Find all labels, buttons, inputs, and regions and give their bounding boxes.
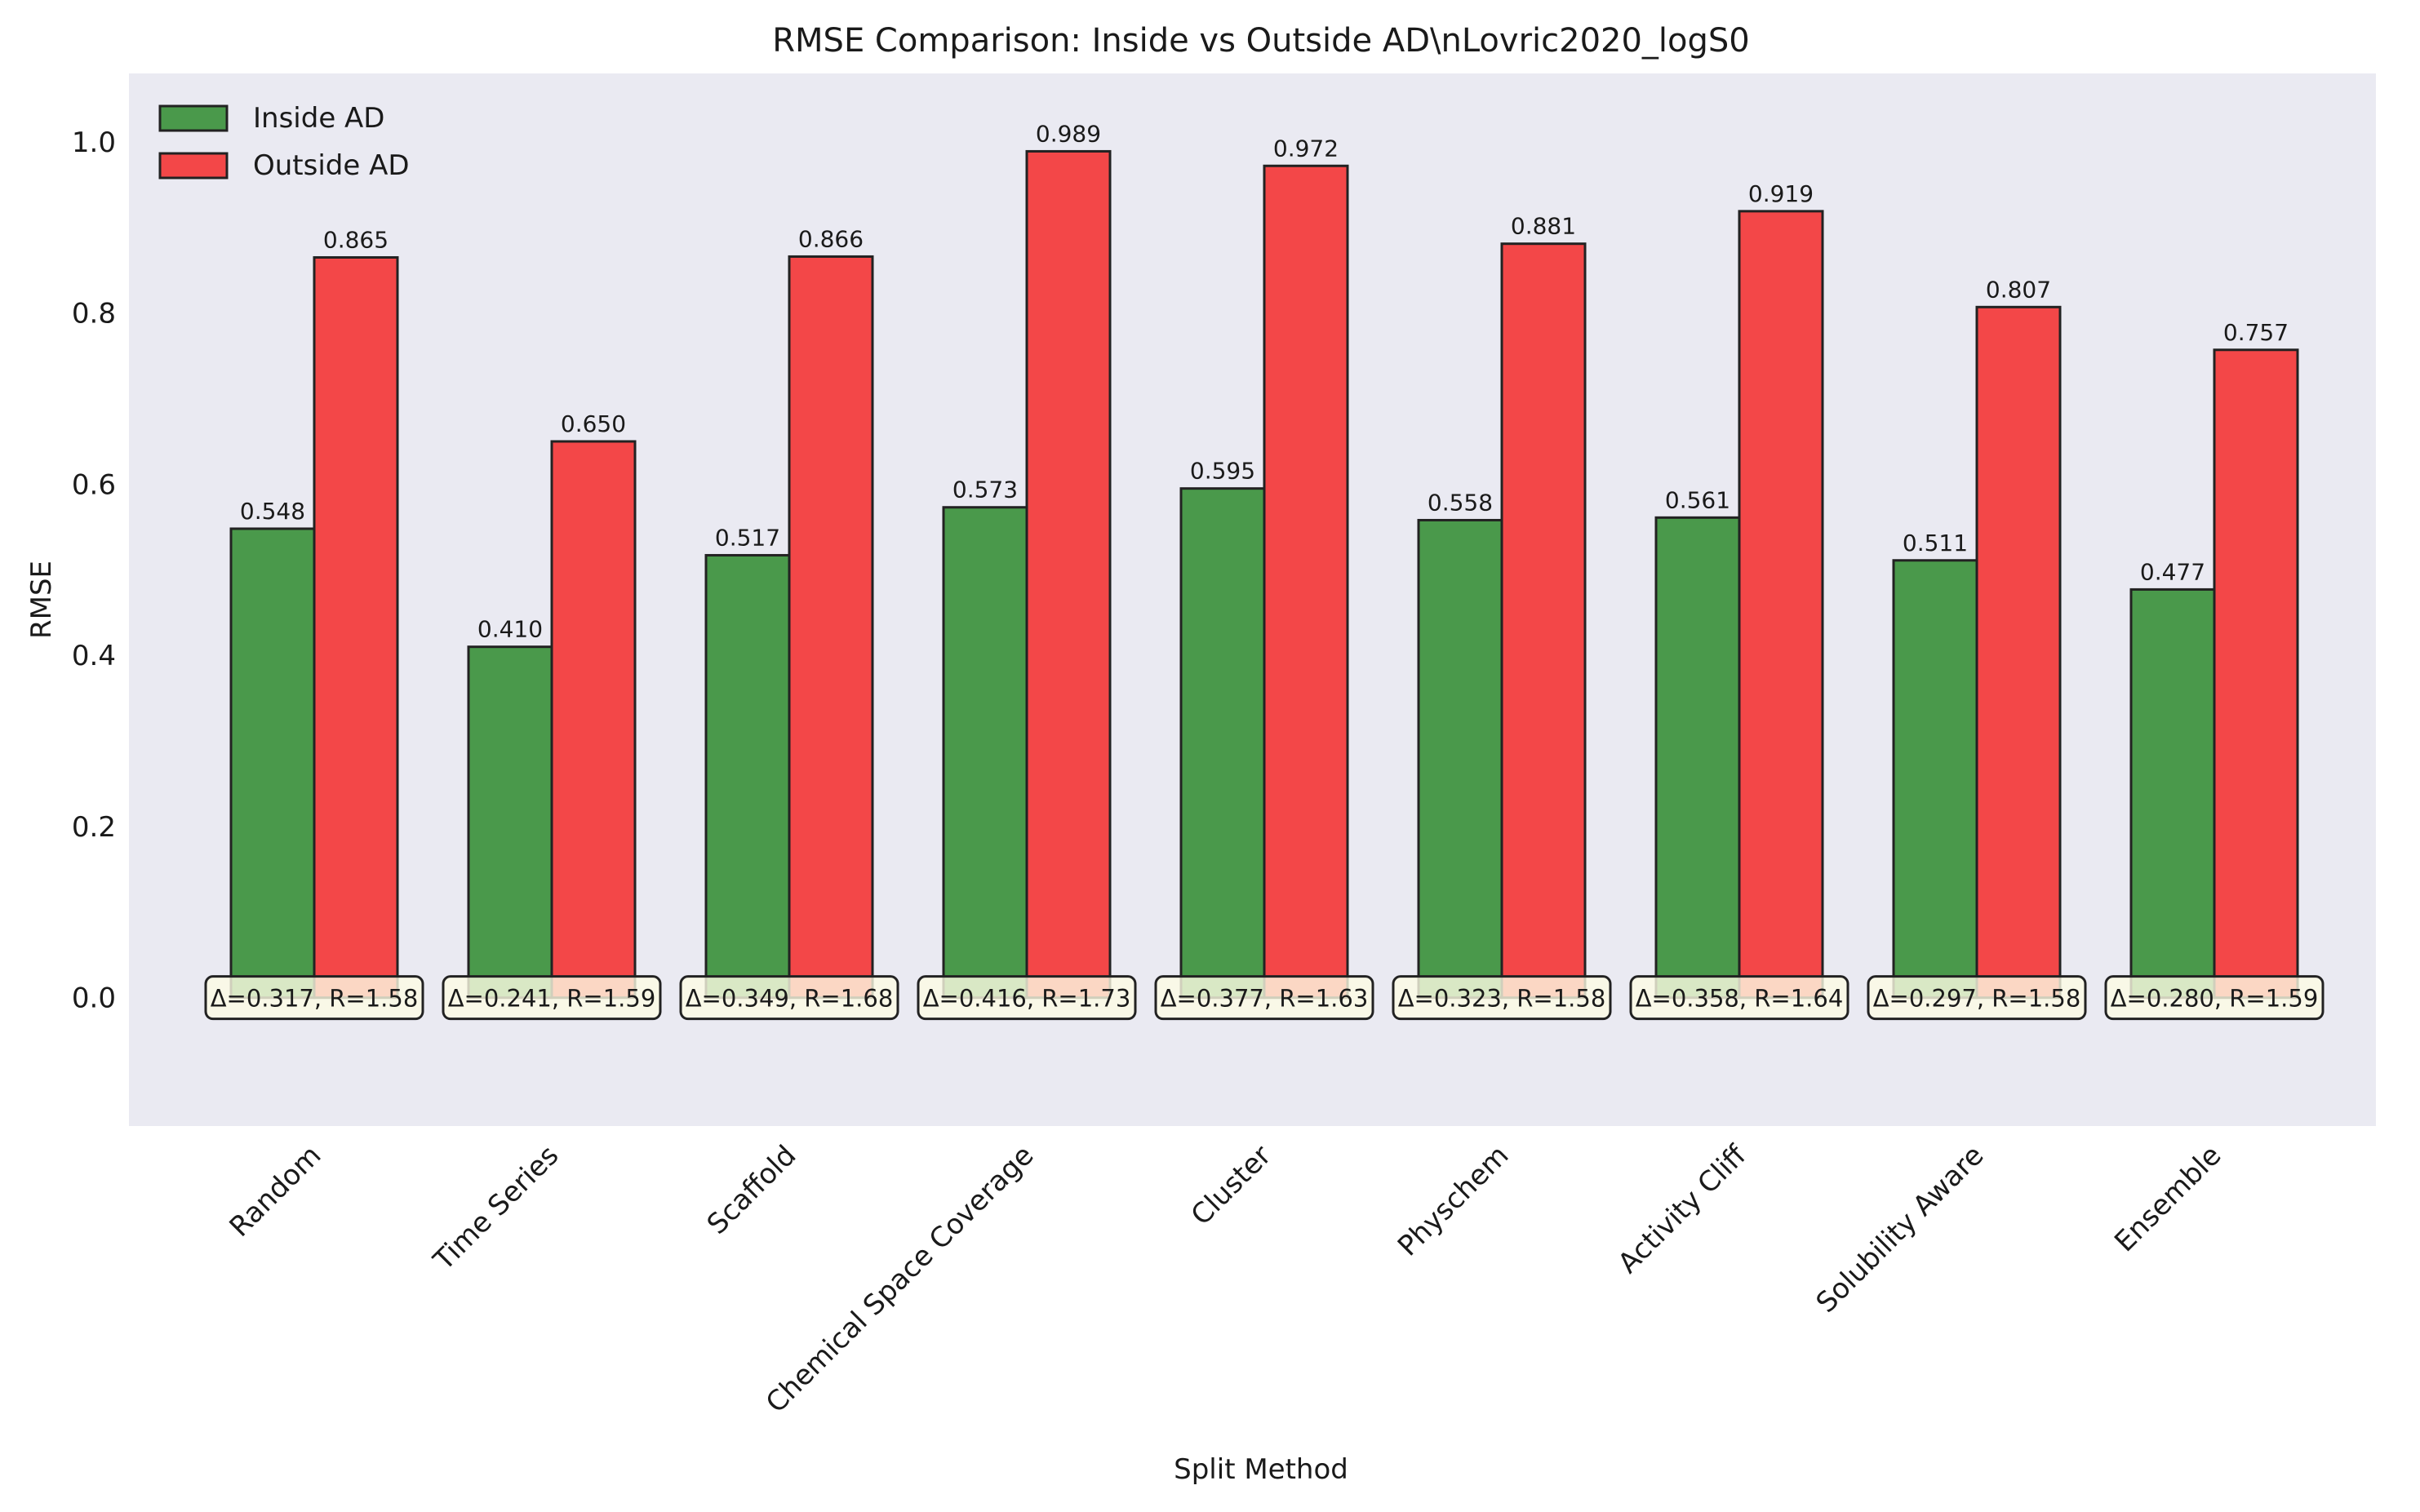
outside-ad-value-label: 0.807 [1986,276,2051,303]
y-axis: 0.0 0.2 0.4 0.6 0.8 1.0 [72,126,116,1015]
x-axis-label: Split Method [1174,1453,1348,1486]
legend: Inside AD Outside AD [158,102,410,182]
y-tick-label: 0.6 [72,468,116,501]
inside-ad-bar [1654,516,1741,1000]
y-tick-label: 0.2 [72,811,116,844]
legend-swatch-outside-ad [158,152,229,180]
outside-ad-value-label: 0.989 [1036,120,1101,147]
y-tick-label: 0.0 [72,982,116,1015]
annotation-text: Δ=0.349, R=1.68 [686,985,894,1013]
annotation-box [204,975,424,1021]
inside-ad-bar [2129,588,2216,1000]
outside-ad-value-label: 0.972 [1273,135,1339,162]
annotation-text: Δ=0.297, R=1.58 [1873,985,2081,1013]
inside-ad-value-label: 0.517 [715,524,780,551]
y-axis-label: RMSE [25,561,58,639]
annotation-box [2104,975,2325,1021]
annotation-box [1867,975,2087,1021]
annotation-text: Δ=0.358, R=1.64 [1636,985,1844,1013]
y-tick-label: 0.8 [72,298,116,330]
inside-ad-bar [229,527,316,1000]
annotation-box [1392,975,1612,1021]
inside-ad-value-label: 0.558 [1428,489,1493,516]
annotation-box [442,975,662,1021]
outside-ad-bar [1263,164,1349,1000]
chart-title: RMSE Comparison: Inside vs Outside AD\nL… [772,22,1749,60]
inside-ad-bar [942,506,1028,1000]
inside-ad-value-label: 0.561 [1665,486,1730,513]
inside-ad-bar [1892,559,1978,1000]
annotation-text: Δ=0.416, R=1.73 [923,985,1131,1013]
outside-ad-value-label: 0.919 [1748,180,1814,207]
inside-ad-value-label: 0.595 [1190,458,1255,485]
bar-value-labels: 0.548 0.865 0.410 0.650 0.517 0.866 0.573 0.989… [240,120,2289,642]
y-tick-label: 0.4 [72,640,116,672]
outside-ad-bar [2213,348,2299,1000]
outside-ad-bar [1500,242,1587,1000]
annotation-text: Δ=0.280, R=1.59 [2111,985,2319,1013]
outside-ad-bar [550,440,637,1000]
outside-ad-value-label: 0.866 [798,225,864,252]
annotation-text: Δ=0.377, R=1.63 [1161,985,1369,1013]
annotation-box [1154,975,1374,1021]
inside-ad-value-label: 0.410 [477,616,543,643]
outside-ad-value-label: 0.757 [2223,319,2289,346]
delta-annotations: Δ=0.317, R=1.58 Δ=0.241, R=1.59 Δ=0.349, R… [204,975,2325,1021]
outside-ad-value-label: 0.881 [1511,213,1576,240]
annotation-text: Δ=0.241, R=1.59 [448,985,656,1013]
legend-label-inside-ad: Inside AD [253,102,384,135]
annotation-box [917,975,1137,1021]
outside-ad-bar [1738,210,1824,1000]
y-tick-label: 1.0 [72,126,116,159]
annotation-box [679,975,899,1021]
inside-ad-value-label: 0.477 [2140,558,2205,585]
outside-ad-bar [313,255,399,1000]
annotation-box [1629,975,1849,1021]
outside-ad-value-label: 0.650 [561,410,626,437]
annotation-text: Δ=0.323, R=1.58 [1398,985,1606,1013]
outside-ad-value-label: 0.865 [323,226,389,253]
inside-ad-value-label: 0.511 [1903,530,1968,556]
outside-ad-bar [1025,149,1112,1000]
annotation-text: Δ=0.317, R=1.58 [211,985,419,1013]
inside-ad-bar [704,553,791,1000]
bars [229,149,2299,1000]
inside-ad-value-label: 0.548 [240,498,305,525]
inside-ad-bar [1417,518,1503,1000]
inside-ad-value-label: 0.573 [952,477,1018,503]
outside-ad-bar [1975,305,2062,1000]
legend-label-outside-ad: Outside AD [253,149,410,182]
legend-swatch-inside-ad [158,104,229,132]
inside-ad-bar [467,645,553,1000]
outside-ad-bar [788,255,874,1000]
inside-ad-bar [1179,487,1266,1000]
